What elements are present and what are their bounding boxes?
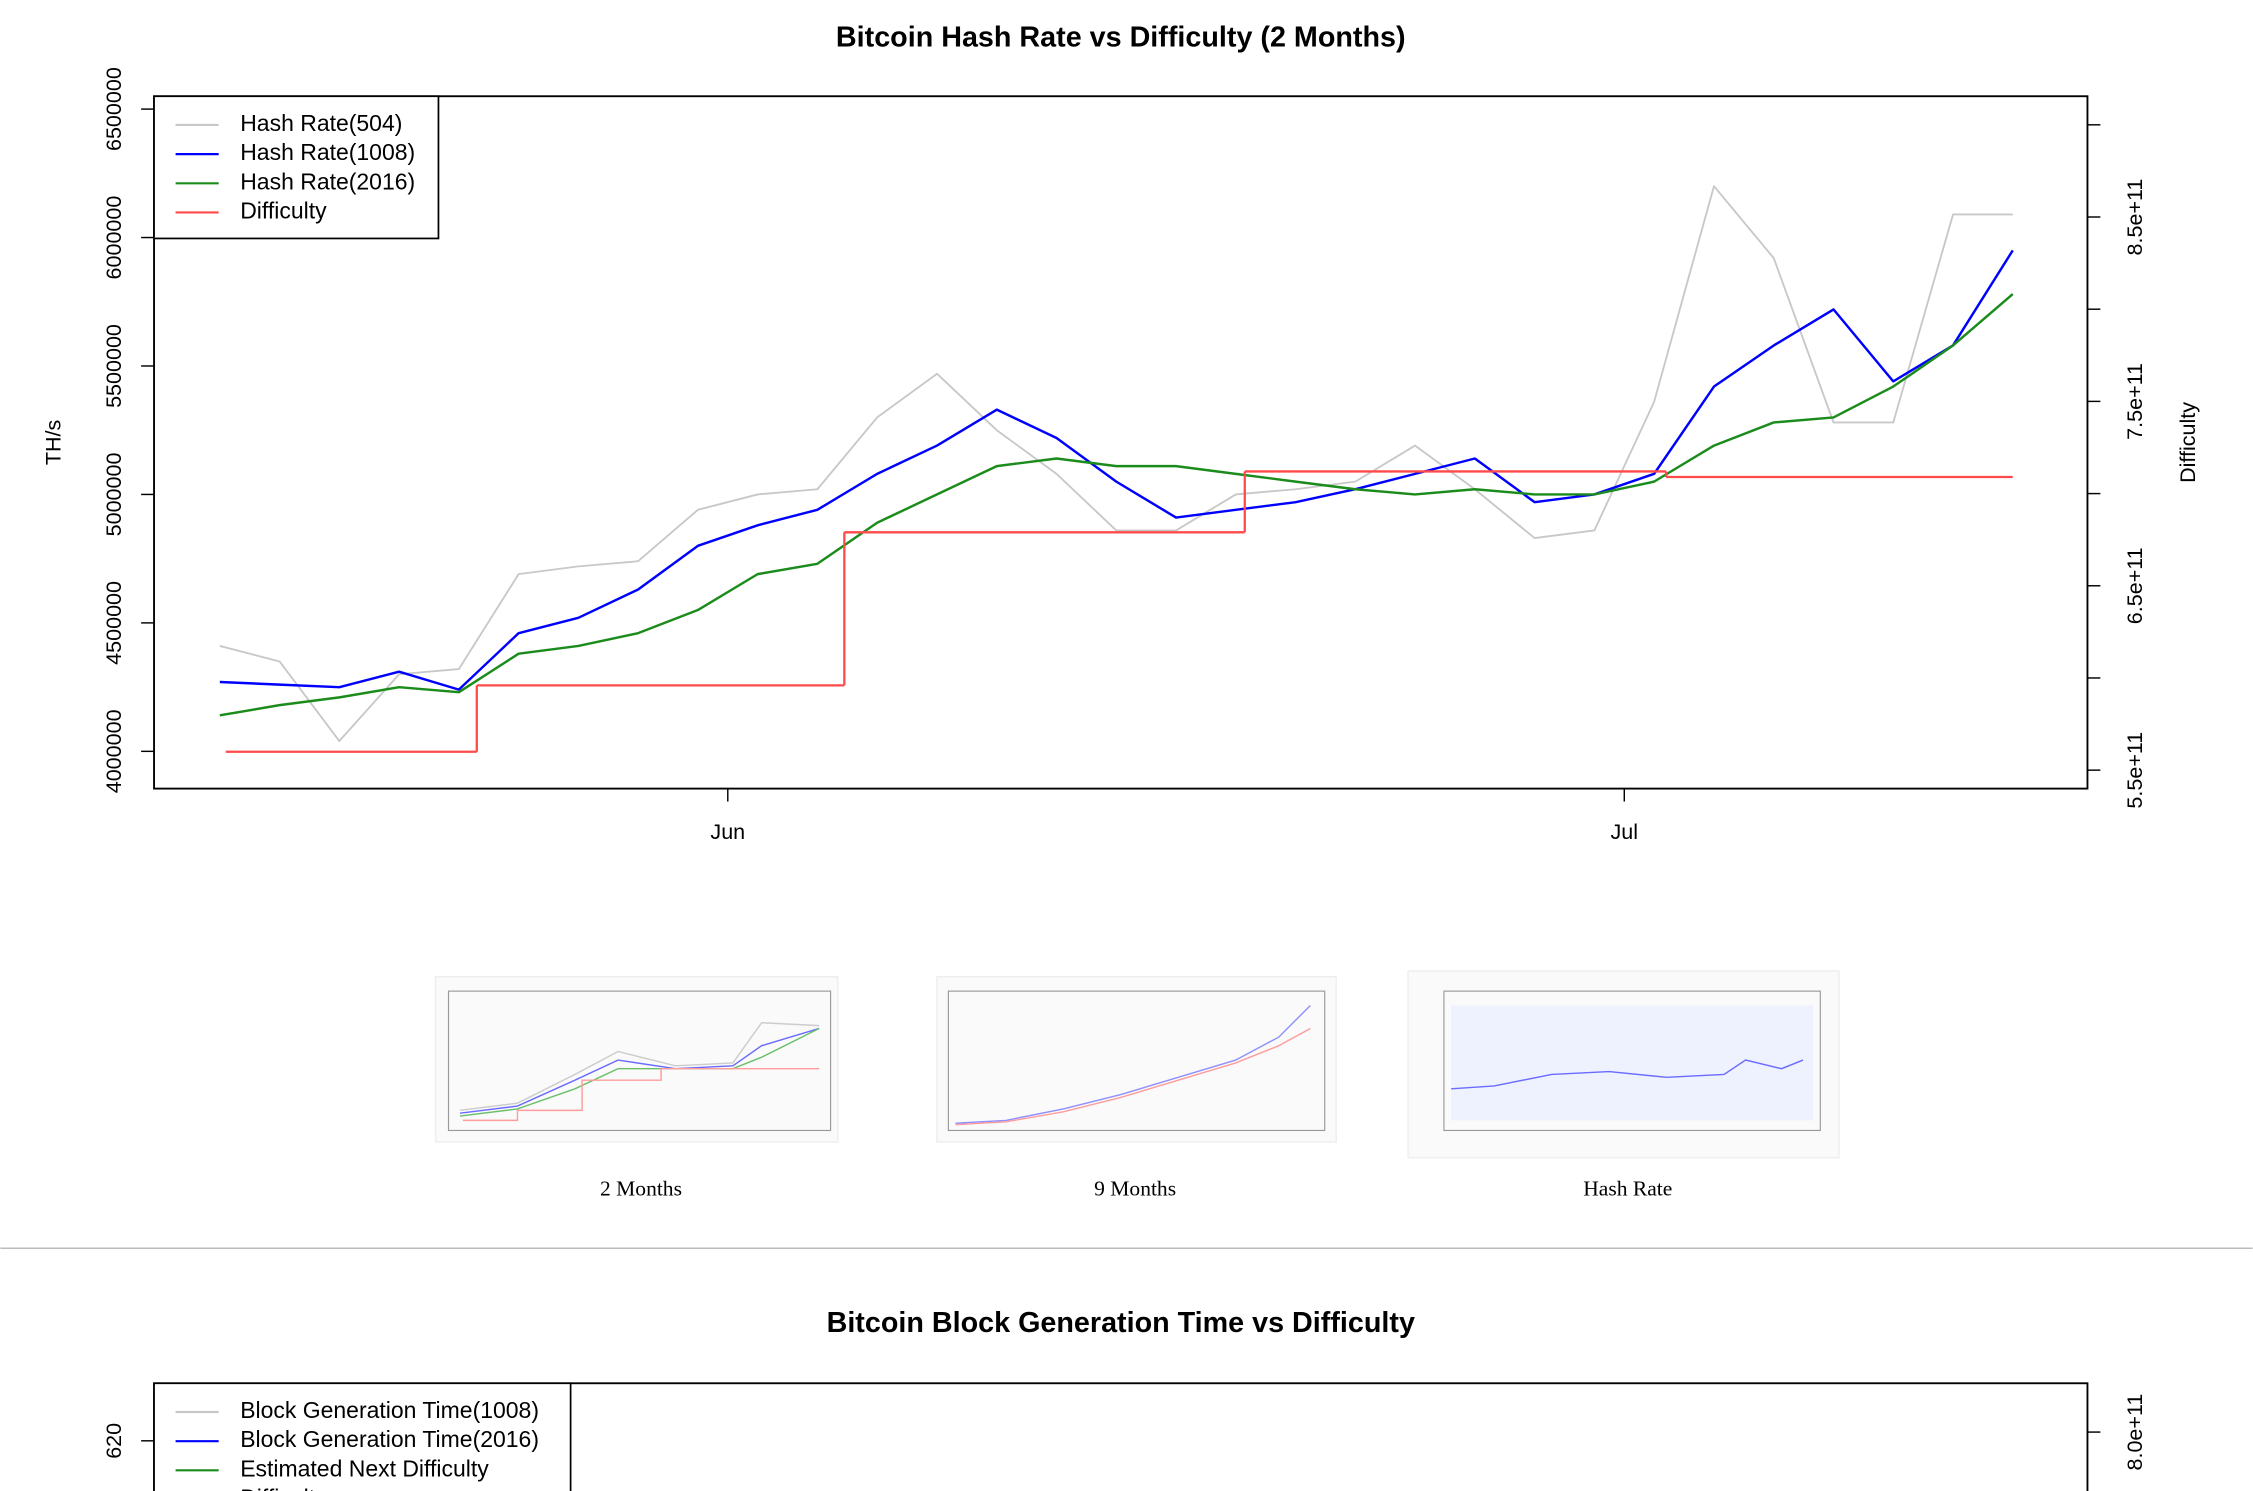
y2-tick-label: 6.5e+11 [2123, 547, 2147, 624]
chart-title: Bitcoin Block Generation Time vs Difficu… [827, 1307, 1415, 1339]
legend-label: Hash Rate(504) [240, 110, 402, 136]
legend-box [153, 1382, 572, 1491]
chart-title: Bitcoin Hash Rate vs Difficulty (2 Month… [836, 21, 1406, 53]
thumbnail-caption: Hash Rate [1583, 1177, 1672, 1201]
series-line [219, 293, 2014, 717]
y2-tick-label: 8.0e+11 [2123, 1394, 2147, 1471]
y-tick-label: 620 [102, 1423, 126, 1459]
y-tick-label: 4500000 [102, 581, 126, 665]
y-tick-label: 5500000 [102, 324, 126, 408]
thumbnail-caption: 9 Months [1094, 1177, 1176, 1201]
x-tick-label: Jul [1611, 820, 1639, 844]
legend-label: Block Generation Time(1008) [240, 1397, 539, 1423]
thumbnail[interactable] [936, 976, 1337, 1143]
series-line [219, 185, 2013, 742]
legend-box [153, 95, 440, 240]
legend-label: Difficulty [240, 198, 327, 224]
y-tick-label: 4000000 [102, 709, 126, 793]
y-tick-label: 6500000 [102, 67, 126, 151]
legend-label: Difficulty [240, 1485, 327, 1491]
y2-tick-label: 8.5e+11 [2123, 179, 2147, 256]
legend-label: Hash Rate(2016) [240, 168, 415, 194]
legend-label: Block Generation Time(2016) [240, 1426, 539, 1452]
legend-label: Estimated Next Difficulty [240, 1455, 489, 1481]
y2-tick-label: 7.5e+11 [2123, 363, 2147, 440]
plot-frame [153, 1382, 2089, 1491]
series-line [219, 249, 2014, 691]
y2-tick-label: 5.5e+11 [2123, 732, 2147, 809]
thumbnail[interactable] [434, 976, 839, 1143]
y-tick-label: 6000000 [102, 196, 126, 280]
thumbnail-caption: 2 Months [600, 1177, 682, 1201]
plot-frame [153, 95, 2089, 790]
y-axis-label: TH/s [42, 420, 66, 465]
x-tick-label: Jun [710, 820, 745, 844]
y2-axis-label: Difficulty [2176, 402, 2200, 483]
y-tick-label: 5000000 [102, 453, 126, 537]
thumbnail[interactable] [1407, 970, 1840, 1159]
legend-label: Hash Rate(1008) [240, 139, 415, 165]
